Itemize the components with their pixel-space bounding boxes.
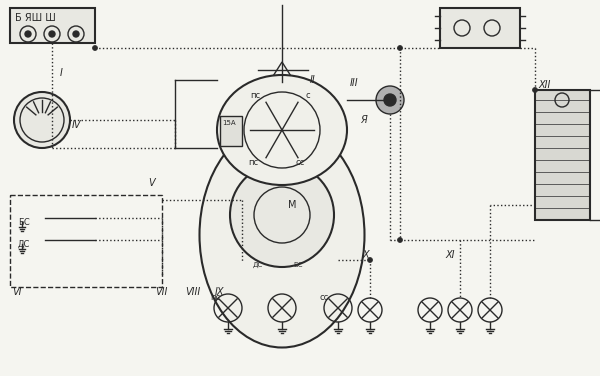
Circle shape bbox=[14, 92, 70, 148]
Text: X: X bbox=[362, 250, 368, 260]
Circle shape bbox=[25, 31, 31, 37]
Text: XI: XI bbox=[445, 250, 455, 260]
Circle shape bbox=[73, 31, 79, 37]
Circle shape bbox=[367, 258, 373, 262]
Circle shape bbox=[92, 45, 97, 50]
Text: сс: сс bbox=[296, 158, 305, 167]
Text: IV: IV bbox=[72, 120, 82, 130]
Bar bbox=[220, 116, 242, 146]
Text: пс: пс bbox=[248, 158, 258, 167]
Circle shape bbox=[376, 86, 404, 114]
Circle shape bbox=[230, 163, 334, 267]
Bar bbox=[10, 195, 162, 287]
Text: пс: пс bbox=[250, 91, 260, 100]
Text: III: III bbox=[350, 78, 359, 88]
Text: VII: VII bbox=[155, 287, 167, 297]
Text: ДС: ДС bbox=[253, 262, 263, 268]
Bar bbox=[535, 90, 590, 220]
Text: БС: БС bbox=[293, 262, 302, 268]
Text: Я: Я bbox=[360, 115, 367, 125]
Ellipse shape bbox=[199, 123, 365, 347]
Text: сс: сс bbox=[320, 293, 329, 302]
Ellipse shape bbox=[217, 75, 347, 185]
Text: ДС: ДС bbox=[18, 240, 31, 249]
Text: VI: VI bbox=[12, 287, 22, 297]
Text: XII: XII bbox=[538, 80, 550, 90]
Text: Б ЯШ Ш: Б ЯШ Ш bbox=[15, 13, 56, 23]
Text: II: II bbox=[310, 75, 316, 85]
Text: IX: IX bbox=[215, 287, 224, 297]
Text: V: V bbox=[148, 178, 155, 188]
Bar bbox=[10, 8, 95, 43]
Circle shape bbox=[49, 31, 55, 37]
Circle shape bbox=[533, 88, 538, 92]
Circle shape bbox=[384, 94, 396, 106]
Bar bbox=[440, 8, 520, 48]
Circle shape bbox=[398, 45, 403, 50]
Text: пс: пс bbox=[210, 293, 220, 302]
Text: с: с bbox=[305, 91, 310, 100]
Circle shape bbox=[398, 238, 403, 243]
Text: M: M bbox=[288, 200, 296, 210]
Text: 15А: 15А bbox=[222, 120, 236, 126]
Text: VIII: VIII bbox=[185, 287, 200, 297]
Text: I: I bbox=[60, 68, 63, 78]
Text: БС: БС bbox=[18, 218, 30, 227]
